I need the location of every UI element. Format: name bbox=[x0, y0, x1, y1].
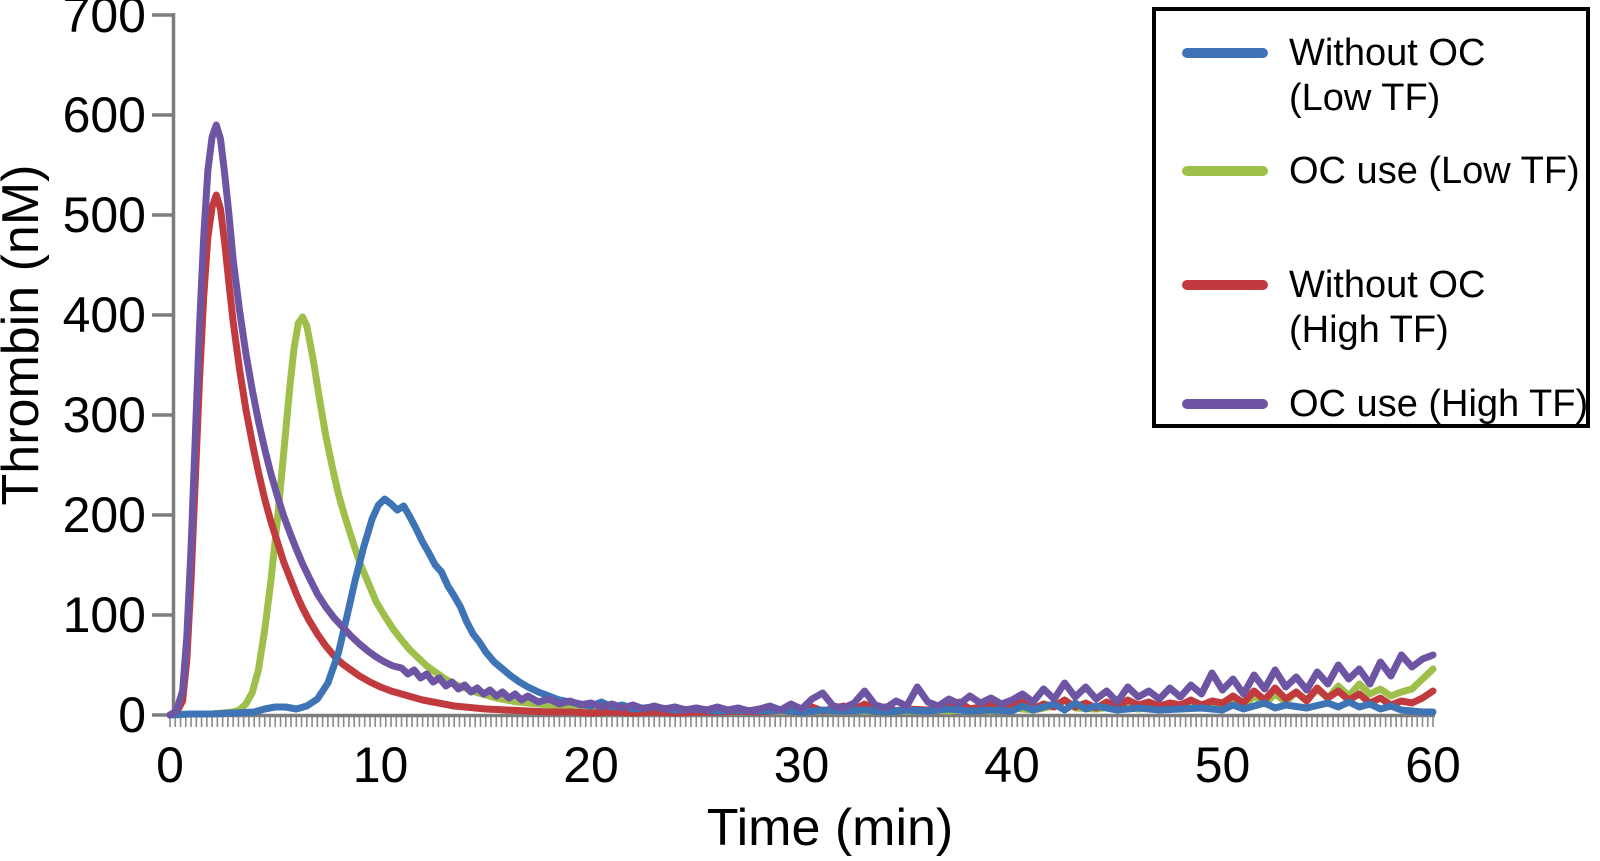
legend-swatch-icon bbox=[1182, 399, 1268, 409]
legend-swatch-icon bbox=[1182, 48, 1268, 58]
legend-swatch-icon bbox=[1182, 280, 1268, 290]
legend-label: Without OC (Low TF) bbox=[1289, 32, 1486, 119]
legend: Without OC (Low TF) OC use (Low TF) Without… bbox=[1152, 7, 1590, 428]
legend-swatch-icon bbox=[1182, 166, 1268, 176]
x-tick-label: 10 bbox=[353, 737, 409, 793]
x-minor-tick-comb bbox=[169, 716, 1434, 727]
legend-label: Without OC (High TF) bbox=[1289, 264, 1486, 351]
axes bbox=[167, 13, 1435, 718]
x-tick-label: 50 bbox=[1195, 737, 1251, 793]
series-line-0 bbox=[166, 495, 1437, 719]
y-tick-label: 500 bbox=[63, 187, 146, 243]
y-axis-ticks: 0 100 200 300 400 500 600 700 bbox=[63, 0, 173, 743]
y-tick-label: 700 bbox=[63, 0, 146, 43]
x-tick-label: 0 bbox=[156, 737, 184, 793]
y-tick-label: 600 bbox=[63, 87, 146, 143]
legend-label: OC use (Low TF) bbox=[1289, 150, 1580, 192]
series-lines bbox=[166, 121, 1437, 719]
y-tick-label: 200 bbox=[63, 487, 146, 543]
x-tick-label: 30 bbox=[774, 737, 830, 793]
x-axis-title: Time (min) bbox=[707, 799, 954, 857]
series-line-3 bbox=[166, 121, 1437, 719]
y-tick-label: 400 bbox=[63, 287, 146, 343]
x-axis-tick-labels: 0 10 20 30 40 50 60 bbox=[156, 737, 1461, 793]
y-tick-label: 0 bbox=[118, 687, 146, 743]
x-tick-label: 40 bbox=[984, 737, 1040, 793]
x-tick-label: 60 bbox=[1405, 737, 1461, 793]
x-tick-label: 20 bbox=[563, 737, 619, 793]
y-tick-label: 300 bbox=[63, 387, 146, 443]
y-axis-title: Thrombin (nM) bbox=[0, 165, 50, 506]
legend-label: OC use (High TF) bbox=[1289, 383, 1589, 425]
y-tick-label: 100 bbox=[63, 587, 146, 643]
